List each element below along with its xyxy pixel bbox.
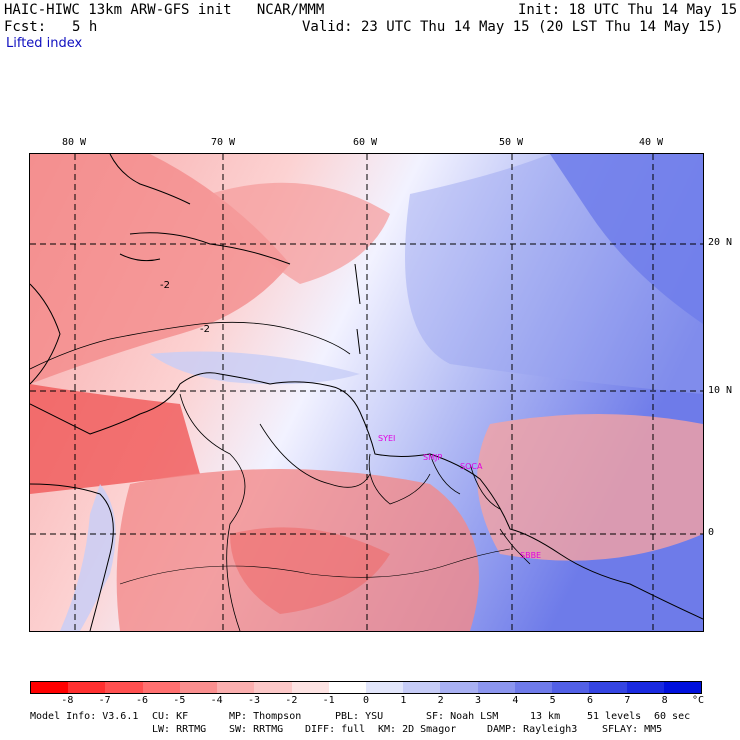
lon-label-40w: 40 W [638,137,664,148]
colorbar-unit: °C [692,695,705,706]
map-title: HAIC-HIWC 13km ARW-GFS init NCAR/MMM [4,2,325,18]
footer-damp: DAMP: Rayleigh3 [487,724,578,735]
footer-lw: LW: RRTMG [152,724,207,735]
colorbar-swatch [365,682,404,693]
lon-label-70w: 70 W [210,137,236,148]
colorbar-tick-label: -3 [247,695,261,706]
colorbar-tick-label: -8 [61,695,74,706]
colorbar-tick-label: 1 [400,695,407,706]
lon-label-50w: 50 W [498,137,524,148]
colorbar-tick-label: -7 [98,695,111,706]
colorbar-swatch [328,682,366,693]
station-soca: SOCA [460,462,483,471]
footer-sflay: SFLAY: MM5 [602,724,663,735]
field-red-panama [30,384,200,494]
field-blue-zone [405,154,703,394]
colorbar-swatch [31,682,69,693]
valid-time: Valid: 23 UTC Thu 14 May 15 (20 LST Thu … [302,19,724,35]
field-blue-andes [60,484,116,631]
colorbar-swatch [254,682,292,693]
colorbar-tick-label: -6 [135,695,149,706]
field-name: Lifted index [6,36,83,51]
amazon-river [119,548,511,585]
colorbar-tick-label: 0 [362,695,370,706]
field-blue-max [550,154,703,324]
field-red-equatorial [477,414,703,561]
colorbar-swatch [626,682,664,693]
colorbar-tick-label: 4 [512,695,519,706]
colorbar-swatch [105,682,143,693]
colorbar-tick-label: 2 [437,695,444,706]
lat-label-20n: 20 N [708,237,733,248]
colorbar [30,681,702,694]
footer-diff: DIFF: full [305,724,366,735]
map-canvas: -2 -2 SYEI SMJP SOCA SBBE [30,154,703,631]
colorbar-swatch [403,682,441,693]
footer-pbl: PBL: YSU [335,711,384,722]
lat-label-10n: 10 N [708,385,733,396]
field-blue-venezuela [150,351,360,385]
footer-levels: 51 levels [587,711,642,722]
colorbar-swatch [589,682,627,693]
colorbar-tick-label: -4 [210,695,223,706]
colorbar-tick-label: -2 [285,695,298,706]
colorbar-swatch [291,682,329,693]
lon-label-60w: 60 W [352,137,378,148]
colorbar-swatch [217,682,255,693]
field-red-amazon-core [230,527,390,614]
colorbar-tick-label: 8 [661,695,668,706]
contour-label-1: -2 [200,324,210,335]
colorbar-swatch [477,682,515,693]
footer-resolution: 13 km [530,711,561,722]
colorbar-swatch [68,682,106,693]
init-time: Init: 18 UTC Thu 14 May 15 [518,2,738,18]
colorbar-swatch [179,682,218,693]
colorbar-tick-label: -1 [322,695,335,706]
lon-label-80w: 80 W [61,137,87,148]
colorbar-swatch [663,682,701,693]
lat-label-0: 0 [708,527,715,538]
colorbar-swatch [440,682,478,693]
footer-timestep: 60 sec [654,711,691,722]
colorbar-swatch [142,682,180,693]
colorbar-swatch [552,682,590,693]
contour-minus2 [30,321,351,370]
footer-model-info: Model Info: V3.6.1 [30,711,139,722]
colorbar-tick-label: 6 [586,695,594,706]
station-syei: SYEI [378,434,395,443]
forecast-hour: 5 h [72,19,98,35]
field-red-atlantic [210,182,390,284]
graticule [30,154,703,631]
colorbar-tick-labels: -8 -7 -6 -5 -4 -3 -2 -1 0 1 2 3 4 5 6 7 8 [30,695,702,707]
footer-mp: MP: Thompson [229,711,302,722]
forecast-label: Fcst: [4,19,47,35]
footer-sf: SF: Noah LSM [426,711,499,722]
lifted-index-map: -2 -2 SYEI SMJP SOCA SBBE [29,153,704,632]
borders [179,393,531,631]
colorbar-swatch [514,682,553,693]
footer-sw: SW: RRTMG [229,724,284,735]
colorbar-tick-label: 3 [474,695,482,706]
footer-cu: CU: KF [152,711,189,722]
colorbar-tick-label: 5 [549,695,556,706]
contour-label-2: -2 [160,280,170,291]
station-sbbe: SBBE [520,551,541,560]
station-smjp: SMJP [423,453,442,462]
colorbar-tick-label: 7 [624,695,631,706]
footer-km: KM: 2D Smagor [378,724,457,735]
colorbar-tick-label: -5 [173,695,186,706]
